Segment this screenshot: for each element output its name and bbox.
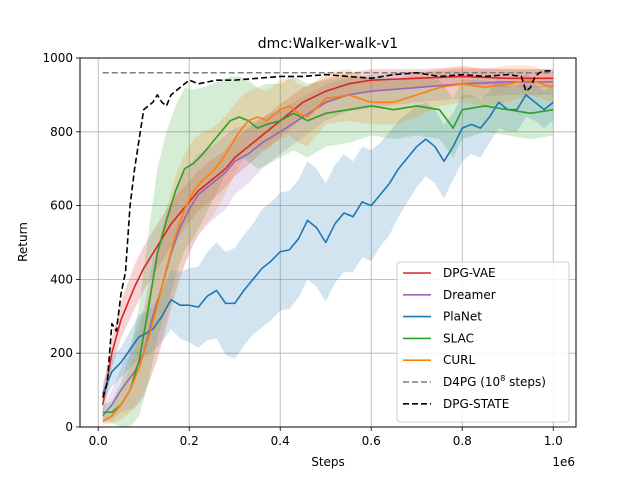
legend-label-d4pg-10: D4PG (108 steps) [443, 374, 546, 389]
band-slac [102, 76, 554, 427]
y-tick-label: 400 [50, 272, 73, 286]
x-tick-label: 0.8 [453, 434, 472, 448]
legend-label-slac: SLAC [443, 331, 474, 345]
legend-box [396, 261, 570, 423]
legend-label-curl: CURL [443, 353, 476, 367]
legend-superscript: 8 [500, 374, 505, 383]
plot-frame [79, 57, 577, 428]
x-axis-ticks: 0.0 0.2 0.4 0.6 0.8 1.0 [89, 427, 563, 448]
y-tick-label: 0 [65, 420, 73, 434]
x-axis-label: Steps [311, 455, 345, 469]
legend: DPG-VAE Dreamer PlaNet SLAC CURL D4PG (108 st… [396, 261, 570, 423]
y-tick-label: 600 [50, 199, 73, 213]
band-dreamer [102, 69, 554, 424]
chart-title: dmc:Walker-walk-v1 [258, 36, 398, 52]
x-tick-label: 0.2 [180, 434, 199, 448]
y-axis-ticks: 0 200 400 600 800 1000 [42, 51, 80, 434]
y-tick-label: 800 [50, 125, 73, 139]
y-tick-label: 200 [50, 346, 73, 360]
x-tick-label: 1.0 [544, 434, 563, 448]
line-dpg-state [101, 70, 554, 398]
x-tick-label: 0.4 [271, 434, 290, 448]
series-lines [101, 70, 554, 423]
line-slac [102, 105, 554, 414]
line-dpg-vae [101, 75, 554, 405]
legend-suffix: steps) [505, 375, 546, 389]
band-curl [102, 65, 554, 426]
line-planet [102, 94, 554, 395]
legend-label-dpg-state: DPG-STATE [443, 397, 509, 411]
y-tick-label: 1000 [42, 51, 73, 65]
y-axis-label: Return [16, 222, 30, 262]
legend-label-dpg-vae: DPG-VAE [443, 266, 496, 280]
line-curl [102, 79, 554, 423]
x-tick-label: 0.0 [89, 434, 108, 448]
legend-label-dreamer: Dreamer [443, 288, 496, 302]
legend-label-planet: PlaNet [443, 310, 482, 324]
x-tick-label: 0.6 [362, 434, 381, 448]
x-axis-offset-label: 1e6 [552, 455, 575, 469]
